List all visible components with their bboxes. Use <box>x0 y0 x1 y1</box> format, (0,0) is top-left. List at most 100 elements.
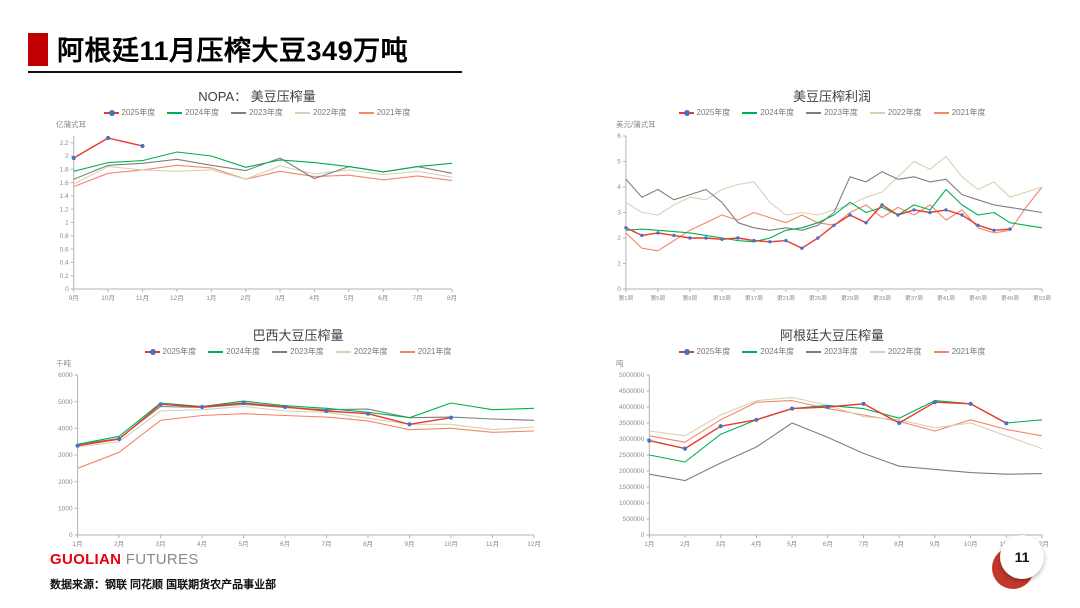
legend-marker <box>144 348 160 355</box>
svg-text:1.4: 1.4 <box>60 193 69 200</box>
svg-text:3: 3 <box>617 210 621 217</box>
svg-text:9月: 9月 <box>69 294 79 302</box>
brand-logo: GUOLIAN FUTURES <box>50 551 199 568</box>
svg-text:2000000: 2000000 <box>619 468 645 475</box>
svg-text:8月: 8月 <box>894 540 904 548</box>
chart-title: 美豆压榨利润 <box>792 89 871 104</box>
svg-text:5月: 5月 <box>239 540 249 548</box>
legend-item: 2021年度 <box>399 346 452 357</box>
svg-text:第25周: 第25周 <box>809 294 827 302</box>
svg-text:1: 1 <box>617 261 621 268</box>
svg-text:10月: 10月 <box>444 540 458 548</box>
legend-marker <box>933 350 949 353</box>
svg-text:3000000: 3000000 <box>619 436 645 443</box>
legend-marker <box>399 350 415 353</box>
legend-item: 2022年度 <box>294 107 347 118</box>
legend-item: 2021年度 <box>933 107 985 118</box>
legend-item: 2021年度 <box>933 346 985 357</box>
svg-text:第5周: 第5周 <box>650 294 665 302</box>
legend-dot-icon <box>149 348 156 355</box>
legend-label: 2024年度 <box>760 347 795 356</box>
svg-text:500000: 500000 <box>623 516 645 523</box>
legend-item: 2024年度 <box>742 346 794 357</box>
legend-label: 2021年度 <box>376 108 411 117</box>
svg-text:7月: 7月 <box>413 294 423 302</box>
svg-text:1月: 1月 <box>206 294 216 302</box>
svg-text:2: 2 <box>65 153 69 160</box>
chart-title: 巴西大豆压榨量 <box>252 328 344 343</box>
legend-item: 2025年度 <box>144 346 197 357</box>
svg-text:4000: 4000 <box>58 426 73 433</box>
svg-text:9月: 9月 <box>930 540 940 548</box>
svg-text:第13周: 第13周 <box>713 294 731 302</box>
chart-title: NOPA： 美豆压榨量 <box>198 89 316 104</box>
svg-text:7月: 7月 <box>858 540 868 548</box>
svg-text:6月: 6月 <box>378 294 388 302</box>
legend-item: 2024年度 <box>742 107 794 118</box>
svg-text:6000: 6000 <box>58 372 73 379</box>
svg-text:第53周: 第53周 <box>1033 294 1051 302</box>
svg-text:6: 6 <box>617 133 621 140</box>
page-number-badge: 11 <box>990 533 1046 591</box>
svg-text:第37周: 第37周 <box>905 294 923 302</box>
slide-title: 阿根廷11月压榨大豆349万吨 <box>57 36 409 66</box>
legend-marker <box>167 111 183 114</box>
svg-text:2: 2 <box>617 235 621 242</box>
svg-text:9月: 9月 <box>404 540 414 548</box>
svg-text:6月: 6月 <box>823 540 833 548</box>
legend-marker <box>806 350 822 353</box>
legend-item: 2025年度 <box>678 346 730 357</box>
chart-legend: 2025年度 2024年度 2023年度 2022年度 2021年度 <box>612 345 1052 358</box>
legend-item: 2022年度 <box>869 346 922 357</box>
y-axis-unit-label: 亿蒲式耳 <box>56 120 86 129</box>
chart-plot: 0 1000 2000 3000 4000 5000 6000 1月 2月 3月 4月 5月 6月 7月 8… <box>58 372 541 548</box>
legend-label: 2025年度 <box>162 347 197 356</box>
svg-text:4月: 4月 <box>751 540 761 548</box>
legend-dot-icon <box>108 109 115 116</box>
svg-text:3月: 3月 <box>156 540 166 548</box>
svg-text:0.6: 0.6 <box>60 246 69 253</box>
svg-text:5: 5 <box>617 159 621 166</box>
svg-text:0.8: 0.8 <box>60 233 69 240</box>
svg-text:第1周: 第1周 <box>618 294 633 302</box>
legend-marker <box>208 350 224 353</box>
legend-marker <box>231 111 247 114</box>
svg-text:5月: 5月 <box>787 540 797 548</box>
legend-dot-icon <box>683 109 690 116</box>
svg-text:第45周: 第45周 <box>969 294 987 302</box>
svg-text:1月: 1月 <box>644 540 654 548</box>
svg-text:1000: 1000 <box>58 506 73 513</box>
svg-text:第21周: 第21周 <box>777 294 795 302</box>
title-accent-block <box>28 33 48 66</box>
svg-text:8月: 8月 <box>447 294 457 302</box>
svg-text:1.6: 1.6 <box>60 180 69 187</box>
svg-text:3000: 3000 <box>58 452 73 459</box>
svg-text:2500000: 2500000 <box>619 452 645 459</box>
legend-label: 2022年度 <box>312 108 347 117</box>
svg-text:7月: 7月 <box>321 540 331 548</box>
legend-label: 2021年度 <box>417 347 452 356</box>
legend-marker <box>742 350 758 353</box>
legend-marker <box>869 111 885 114</box>
data-source-note: 数据来源：钢联 同花顺 国联期货农产品事业部 <box>50 579 277 591</box>
legend-item: 2023年度 <box>806 107 858 118</box>
legend-marker <box>678 109 694 116</box>
legend-label: 2024年度 <box>226 347 261 356</box>
svg-text:1000000: 1000000 <box>619 500 645 507</box>
legend-marker <box>678 348 694 355</box>
svg-text:2.2: 2.2 <box>60 140 69 147</box>
svg-text:3月: 3月 <box>716 540 726 548</box>
legend-marker <box>933 111 949 114</box>
svg-text:1.8: 1.8 <box>60 167 69 174</box>
chart-plot: 0 500000 1000000 1500000 2000000 2500000 30000… <box>619 372 1049 548</box>
y-axis-unit-label: 美元/蒲式耳 <box>616 120 656 129</box>
svg-text:2月: 2月 <box>241 294 251 302</box>
chart-legend: 2025年度 2024年度 2023年度 2022年度 2021年度 <box>52 345 544 358</box>
legend-label: 2023年度 <box>824 108 858 117</box>
y-axis-unit-label: 千吨 <box>56 359 71 368</box>
svg-text:3月: 3月 <box>275 294 285 302</box>
legend-label: 2025年度 <box>121 108 156 117</box>
svg-text:5月: 5月 <box>344 294 354 302</box>
legend-label: 2023年度 <box>249 108 283 117</box>
